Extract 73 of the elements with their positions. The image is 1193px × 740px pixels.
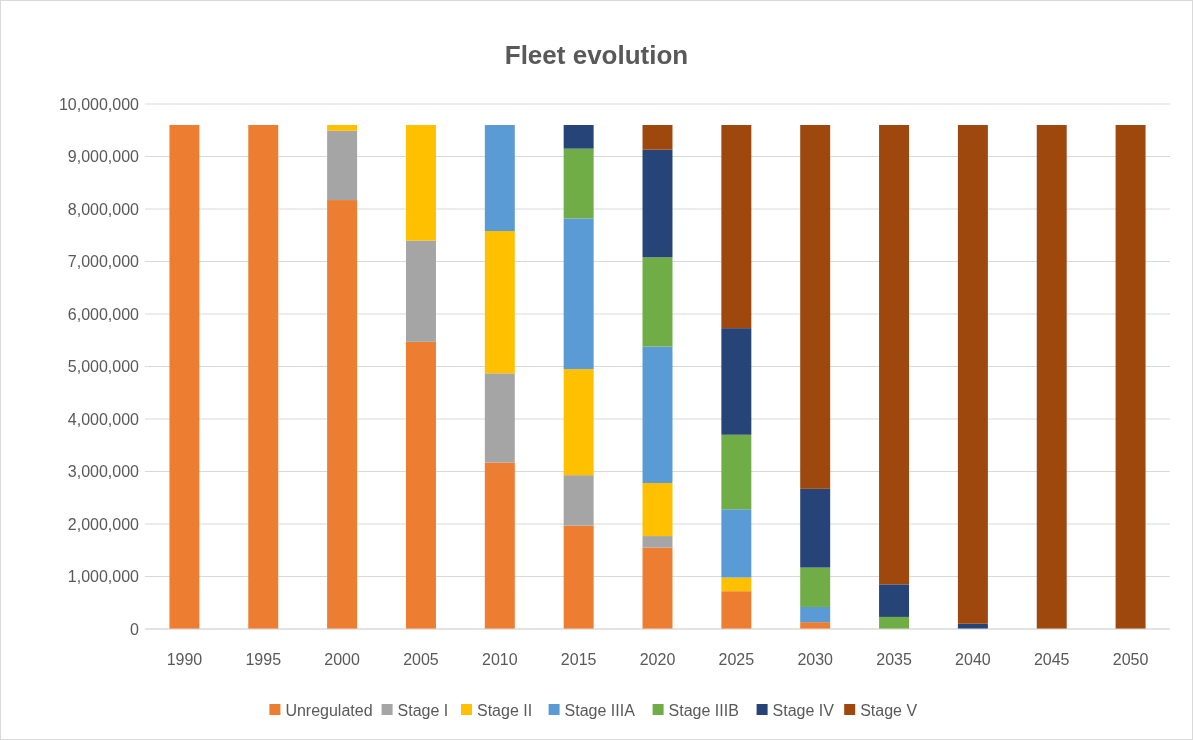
x-tick-label: 2010 [482, 651, 518, 668]
bar [563, 148, 594, 219]
bar [721, 509, 752, 578]
x-tick-label: 2030 [797, 651, 834, 668]
legend-label: Stage V [860, 701, 918, 719]
x-tick-label: 2020 [639, 651, 676, 668]
bar [642, 346, 673, 484]
bar [327, 200, 358, 629]
bar [721, 577, 752, 592]
y-tick-label: 0 [130, 620, 140, 638]
bar [484, 231, 515, 374]
y-tick-label: 9,000,000 [67, 148, 140, 166]
bar [563, 125, 594, 149]
bar [879, 584, 910, 617]
y-tick-label: 7,000,000 [67, 253, 140, 271]
x-tick-label: 2040 [955, 651, 991, 668]
y-tick-label: 5,000,000 [67, 358, 140, 376]
bar [563, 218, 594, 370]
legend-label: Stage IV [772, 701, 835, 719]
bar [405, 341, 436, 629]
x-tick-label: 2000 [324, 651, 361, 668]
bar [248, 125, 279, 629]
y-tick-label: 6,000,000 [67, 305, 140, 323]
x-tick-label: 1995 [245, 651, 282, 668]
x-tick-label: 2035 [876, 651, 912, 668]
x-tick-label: 2005 [403, 651, 439, 668]
bar [1115, 125, 1146, 629]
x-tick-label: 2015 [560, 651, 597, 668]
bar [484, 125, 515, 232]
y-tick-label: 3,000,000 [67, 463, 140, 481]
bar [563, 475, 594, 526]
bar [642, 125, 673, 150]
bar [800, 567, 831, 607]
bar [642, 257, 673, 347]
legend-label: Stage II [477, 701, 533, 719]
x-tick-label: 2025 [718, 651, 755, 668]
bar [879, 125, 910, 585]
bar [484, 373, 515, 463]
bar [721, 591, 752, 629]
bar [642, 149, 673, 258]
bar [879, 616, 910, 629]
x-tick-label: 1990 [166, 651, 203, 668]
bar [800, 125, 831, 489]
bar [169, 125, 200, 629]
bar [957, 125, 988, 624]
bar [800, 606, 831, 623]
x-tick-label: 2045 [1033, 651, 1070, 668]
bar [563, 525, 594, 629]
y-tick-label: 8,000,000 [67, 200, 140, 218]
y-tick-label: 2,000,000 [67, 515, 140, 533]
bar [721, 328, 752, 435]
y-tick-label: 1,000,000 [67, 568, 140, 586]
legend-label: Stage I [397, 701, 449, 719]
bar [721, 434, 752, 510]
y-tick-label: 10,000,000 [58, 95, 140, 113]
bar [484, 462, 515, 629]
bar [563, 369, 594, 476]
bar [642, 483, 673, 537]
legend-label: Unregulated [285, 701, 373, 719]
bar [800, 488, 831, 568]
bar [327, 130, 358, 201]
bar [405, 240, 436, 342]
x-tick-label: 2050 [1112, 651, 1149, 668]
bar [642, 547, 673, 629]
legend-label: Stage IIIB [668, 701, 739, 719]
chart-title: Fleet evolution [504, 40, 689, 70]
y-tick-label: 4,000,000 [67, 410, 140, 428]
bar [721, 125, 752, 329]
bar [642, 536, 673, 548]
bar [1036, 125, 1067, 629]
legend-label: Stage IIIA [564, 701, 636, 719]
bar [405, 125, 436, 241]
bar [327, 125, 358, 131]
